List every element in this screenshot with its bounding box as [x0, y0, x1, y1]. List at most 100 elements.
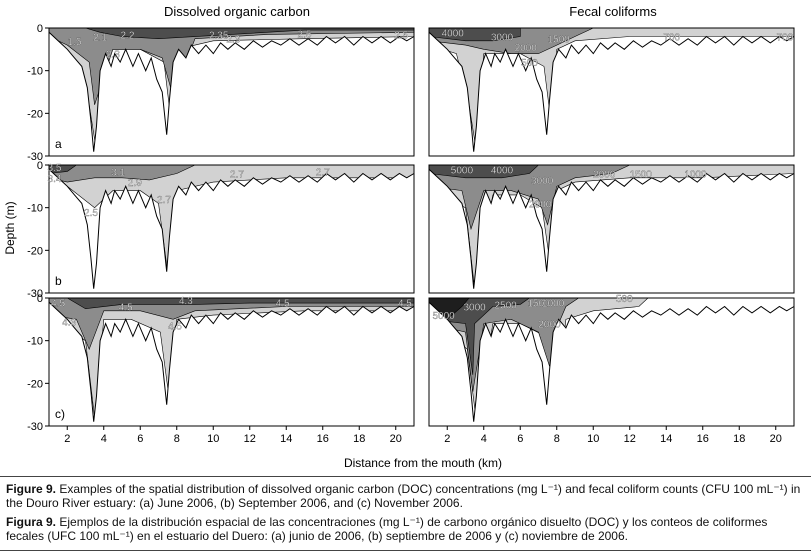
x-tick-label: 2	[444, 433, 450, 445]
panel-frame	[48, 297, 415, 427]
contour-label: 3.5	[48, 163, 62, 174]
caption-spanish-text: Ejemplos de la distribución espacial de …	[6, 515, 768, 543]
riverbed-outline	[428, 301, 795, 422]
x-tick-label: 4	[101, 433, 107, 445]
x-tick-label: 14	[660, 433, 672, 445]
x-tick-label: 18	[733, 433, 745, 445]
contour-label: 2.5	[298, 30, 312, 41]
contour-label: 4.5	[168, 322, 182, 333]
panel-letter: c)	[55, 407, 65, 421]
y-tick-label: -10	[27, 336, 43, 348]
panel-frame	[48, 164, 415, 294]
x-tick-label: 8	[554, 433, 560, 445]
x-tick-label: 18	[353, 433, 365, 445]
column-title-doc: Dissolved organic carbon	[164, 4, 310, 19]
y-tick-label: -20	[27, 245, 43, 257]
contour-label: 4.3	[179, 296, 193, 307]
y-tick-label: -20	[27, 108, 43, 120]
x-tick-label: 6	[137, 433, 143, 445]
caption-english-text: Examples of the spatial distribution of …	[6, 482, 801, 510]
contour-label: 2000	[538, 320, 561, 331]
contour-label: 3000	[491, 33, 514, 44]
x-tick-label: 14	[280, 433, 292, 445]
contour-label: 2.35	[209, 30, 229, 41]
x-tick-label: 20	[770, 433, 782, 445]
contour-label: 2.5	[394, 30, 408, 41]
x-tick-label: 16	[697, 433, 709, 445]
contour-label: 2000	[515, 43, 538, 54]
contour-label: 1500	[547, 35, 570, 46]
contour-label: 4.5	[276, 298, 290, 309]
contour-label: 5000	[432, 311, 455, 322]
column-title-coliforms: Fecal coliforms	[569, 4, 657, 19]
x-tick-label: 12	[624, 433, 636, 445]
panel-coliforms-b: 5000 4000 3000 2000 2000 1500 1000	[428, 164, 795, 294]
contour-zone	[85, 28, 414, 40]
contour-label: 1000	[684, 170, 707, 181]
contour-label: 1500	[527, 298, 550, 309]
y-tick-label: 0	[37, 23, 43, 35]
contour-label: 3000	[463, 303, 486, 314]
x-tick-label: 20	[390, 433, 402, 445]
panel-letter: a	[55, 137, 62, 151]
y-tick-label: -30	[27, 288, 43, 300]
x-tick-label: 4	[481, 433, 487, 445]
x-tick-label: 12	[244, 433, 256, 445]
caption-spanish-prefix: Figura 9.	[6, 515, 57, 529]
y-tick-label: -20	[27, 378, 43, 390]
contour-label: 2.3	[226, 35, 240, 46]
y-tick-label: -10	[27, 203, 43, 215]
caption-spanish: Figura 9. Ejemplos de la distribución es…	[6, 515, 802, 543]
x-axis-label: Distance from the mouth (km)	[344, 456, 502, 470]
contour-label: 1000	[542, 298, 565, 309]
contour-zone	[49, 165, 78, 174]
contour-label: 500	[616, 294, 633, 305]
figure-9: Dissolved organic carbon Fecal coliforms…	[3, 4, 795, 470]
contour-zone	[49, 28, 414, 105]
contour-label: 2.3	[106, 50, 120, 61]
contour-label: 2.5	[84, 208, 98, 219]
contour-label: 4000	[491, 165, 514, 176]
contour-label: 700	[777, 33, 794, 44]
panel-doc-c: 4.5 4.3 4.5 4.3 4.5 4.5 4.5 0 -10 -20 -30 c) 2 4 6 8 10 1…	[27, 293, 415, 445]
contour-label: 4.5	[398, 298, 412, 309]
contour-label: 2000	[593, 170, 616, 181]
contour-label: 3000	[531, 176, 554, 187]
contour-label: 1.5	[68, 37, 82, 48]
contour-label: 1500	[630, 170, 653, 181]
contour-label: 2.9	[128, 178, 142, 189]
riverbed-outline	[428, 31, 795, 152]
x-tick-label: 10	[207, 433, 219, 445]
y-tick-label: -30	[27, 421, 43, 433]
x-tick-label: 10	[587, 433, 599, 445]
riverbed-outline	[48, 168, 415, 289]
contour-label: 2.7	[230, 170, 244, 181]
riverbed-outline	[428, 168, 795, 289]
caption-english: Figure 9. Examples of the spatial distri…	[6, 482, 802, 510]
x-tick-label: 8	[174, 433, 180, 445]
contour-zone	[429, 28, 521, 42]
contour-label: 3.1	[111, 167, 125, 178]
contour-label: 4.3	[62, 318, 76, 329]
riverbed-outline	[48, 31, 415, 152]
y-tick-label: 0	[37, 293, 43, 305]
panel-doc-b: 3.53.4 3.12.9 2.7 2.5 2.7 2.7 0 -10 -20 -30 b	[27, 160, 415, 300]
contour-label: 2.1	[93, 33, 107, 44]
panel-frame	[428, 297, 795, 427]
contour-label: 2.7	[316, 167, 330, 178]
caption-english-prefix: Figure 9.	[6, 482, 57, 496]
x-tick-label: 16	[317, 433, 329, 445]
contour-label: 4.5	[119, 303, 133, 314]
panel-frame	[428, 164, 795, 294]
contour-zone	[49, 165, 414, 272]
contour-label: 4.5	[51, 298, 65, 309]
y-tick-label: -10	[27, 66, 43, 78]
contour-label: 2500	[494, 300, 517, 311]
contour-label: 4000	[442, 28, 465, 39]
panel-letter: b	[55, 274, 62, 288]
contour-label: 3.4	[48, 174, 62, 185]
riverbed-outline	[48, 301, 415, 422]
contour-label: 2.7	[157, 195, 171, 206]
